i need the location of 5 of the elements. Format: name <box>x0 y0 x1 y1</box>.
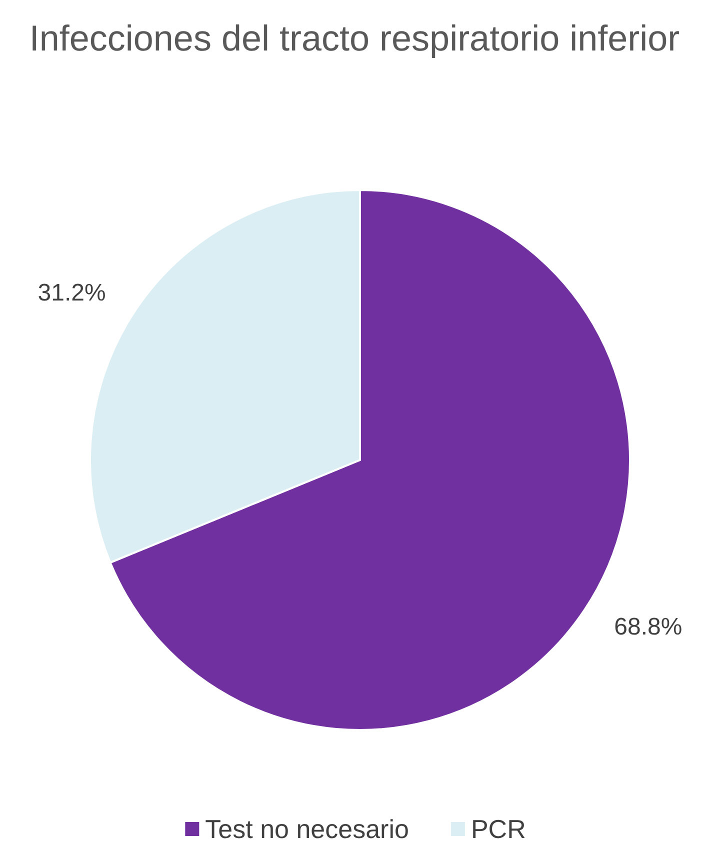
data-label: 68.8% <box>614 614 682 641</box>
chart-title: Infecciones del tracto respiratorio inferior <box>29 18 680 58</box>
legend-label: Test no necesario <box>205 814 409 844</box>
legend-label: PCR <box>470 814 526 844</box>
data-label: 31.2% <box>38 279 106 306</box>
